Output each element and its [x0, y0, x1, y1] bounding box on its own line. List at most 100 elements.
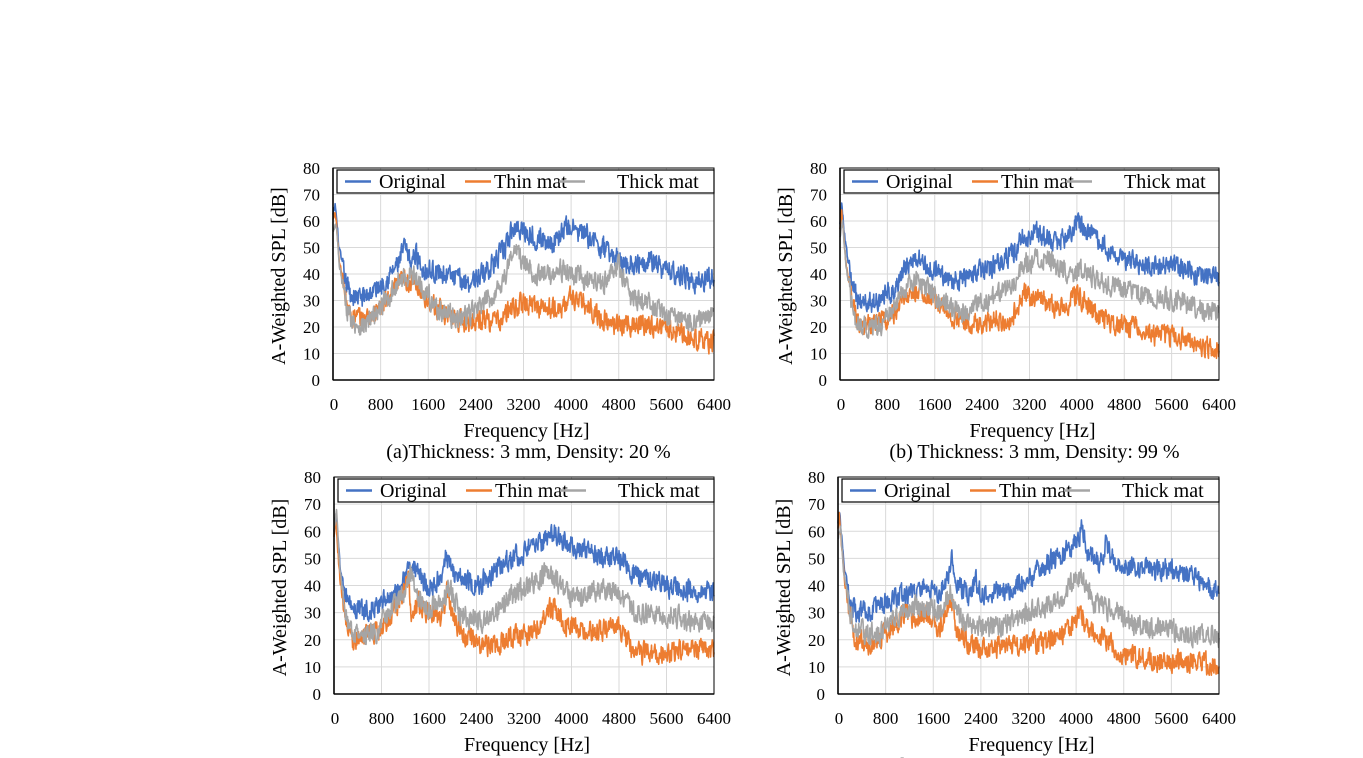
x-tick-label: 0 — [330, 395, 339, 414]
y-tick-label: 70 — [303, 186, 320, 205]
legend-label: Original — [379, 171, 446, 193]
legend-item-thin-mat: Thin mat — [972, 171, 1074, 193]
y-tick-label: 30 — [303, 292, 320, 311]
y-tick-label: 20 — [303, 318, 320, 337]
x-tick-label: 4000 — [555, 709, 589, 728]
y-tick-label: 20 — [810, 318, 827, 337]
y-axis-label: A-Weighted SPL [dB] — [269, 499, 291, 677]
x-tick-label: 3200 — [507, 395, 541, 414]
x-tick-label: 3200 — [507, 709, 541, 728]
legend-label: Thick mat — [618, 480, 700, 502]
series-line-thick-mat — [332, 223, 715, 336]
series-line-thick-mat — [837, 525, 1220, 649]
x-tick-label: 800 — [369, 709, 395, 728]
x-tick-label: 4000 — [1060, 395, 1094, 414]
y-tick-label: 30 — [810, 292, 827, 311]
legend: Original Thin mat Thick mat — [841, 478, 1220, 503]
series-line-original — [332, 202, 715, 307]
series-line-original — [837, 511, 1220, 623]
chart-caption: (a)Thickness: 3 mm, Density: 20 % — [386, 441, 670, 463]
legend-item-original: Original — [852, 171, 953, 193]
y-tick-label: 10 — [808, 658, 825, 677]
x-tick-label: 1600 — [411, 395, 445, 414]
series-line-original — [333, 516, 715, 623]
y-tick-label: 80 — [810, 159, 827, 178]
x-tick-label: 5600 — [650, 709, 684, 728]
y-tick-label: 10 — [304, 658, 321, 677]
x-tick-label: 800 — [873, 709, 899, 728]
y-tick-label: 10 — [303, 345, 320, 364]
legend-item-thin-mat: Thin mat — [970, 480, 1072, 502]
legend: Original Thin mat Thick mat — [337, 478, 715, 503]
y-axis-label: A-Weighted SPL [dB] — [268, 187, 290, 365]
legend-item-thick-mat: Thick mat — [1066, 171, 1206, 193]
x-tick-label: 5600 — [649, 395, 683, 414]
y-tick-label: 50 — [303, 239, 320, 258]
series-line-original — [839, 202, 1220, 314]
y-tick-label: 60 — [303, 212, 320, 231]
y-tick-label: 40 — [808, 577, 825, 596]
x-tick-label: 2400 — [460, 709, 494, 728]
y-tick-label: 40 — [303, 265, 320, 284]
x-tick-label: 6400 — [1202, 709, 1236, 728]
legend-item-original: Original — [850, 480, 951, 502]
series-line-thin-mat — [333, 520, 715, 666]
y-tick-label: 60 — [808, 522, 825, 541]
legend-label: Thin mat — [1001, 171, 1074, 193]
x-tick-label: 2400 — [965, 395, 999, 414]
legend-label: Original — [886, 171, 953, 193]
chart-caption: (d) Thickness: 6 mm, Density: 99 % — [888, 755, 1178, 758]
x-tick-label: 4000 — [554, 395, 588, 414]
legend-box — [841, 478, 1220, 503]
x-tick-label: 3200 — [1012, 709, 1046, 728]
y-tick-label: 60 — [304, 522, 321, 541]
y-tick-label: 50 — [810, 239, 827, 258]
y-tick-label: 50 — [808, 549, 825, 568]
legend-item-original: Original — [345, 171, 446, 193]
x-tick-label: 4800 — [602, 709, 636, 728]
x-tick-label: 0 — [837, 395, 846, 414]
y-tick-label: 50 — [304, 549, 321, 568]
x-axis-label: Frequency [Hz] — [464, 734, 590, 756]
legend-label: Thin mat — [999, 480, 1072, 502]
legend-item-thick-mat: Thick mat — [559, 171, 699, 193]
y-tick-label: 0 — [313, 685, 322, 704]
legend-item-original: Original — [346, 480, 447, 502]
legend-label: Thick mat — [1122, 480, 1204, 502]
x-tick-label: 2400 — [459, 395, 493, 414]
x-tick-label: 6400 — [1202, 395, 1236, 414]
y-tick-label: 30 — [304, 604, 321, 623]
x-tick-label: 4800 — [1107, 395, 1141, 414]
legend-item-thin-mat: Thin mat — [465, 171, 567, 193]
legend: Original Thin mat Thick mat — [336, 169, 715, 194]
x-axis-label: Frequency [Hz] — [463, 420, 589, 442]
legend-item-thin-mat: Thin mat — [466, 480, 568, 502]
y-tick-label: 40 — [810, 265, 827, 284]
y-axis-label: A-Weighted SPL [dB] — [773, 499, 795, 677]
legend-box — [336, 169, 715, 194]
y-tick-label: 0 — [819, 371, 828, 390]
y-tick-label: 40 — [304, 577, 321, 596]
y-tick-label: 80 — [808, 468, 825, 487]
legend-item-thick-mat: Thick mat — [560, 480, 700, 502]
legend-box — [337, 478, 715, 503]
y-tick-label: 80 — [304, 468, 321, 487]
x-tick-label: 0 — [835, 709, 844, 728]
legend-label: Original — [380, 480, 447, 502]
y-tick-label: 0 — [817, 685, 826, 704]
legend-label: Thick mat — [617, 171, 699, 193]
x-tick-label: 5600 — [1155, 395, 1189, 414]
x-tick-label: 800 — [368, 395, 394, 414]
x-tick-label: 1600 — [918, 395, 952, 414]
chart-caption: (c) Thickness: 6 mm, Density: 20 % — [384, 755, 673, 758]
x-tick-label: 6400 — [697, 709, 731, 728]
y-tick-label: 30 — [808, 604, 825, 623]
x-tick-label: 6400 — [697, 395, 731, 414]
legend-label: Thin mat — [495, 480, 568, 502]
y-tick-label: 80 — [303, 159, 320, 178]
legend-box — [843, 169, 1220, 194]
